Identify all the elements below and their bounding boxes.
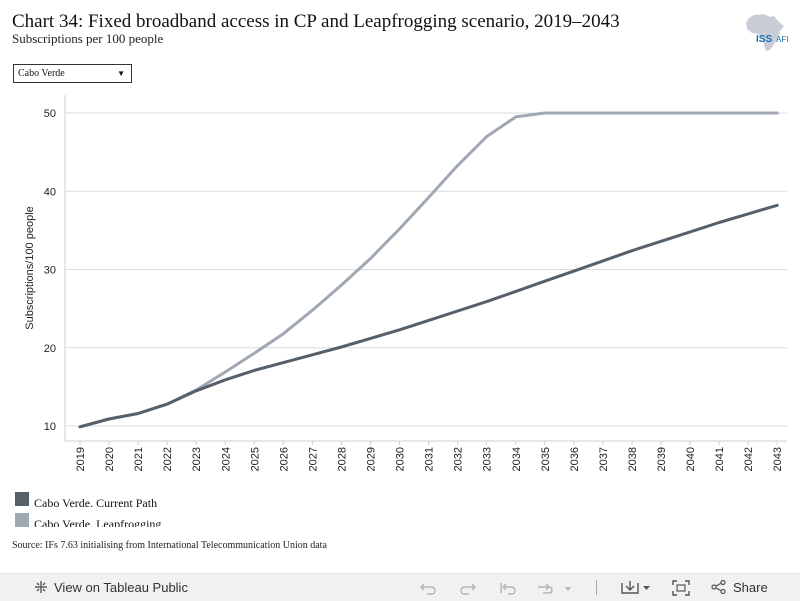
x-tick-label: 2041 xyxy=(714,447,726,471)
fullscreen-icon[interactable] xyxy=(671,579,691,597)
x-tick-label: 2021 xyxy=(133,447,145,471)
axis-layer xyxy=(64,95,787,445)
legend-label-leapfrogging: Cabo Verde. Leapfrogging xyxy=(34,517,162,527)
x-tick-label: 2027 xyxy=(307,447,319,471)
x-tick-label: 2025 xyxy=(249,447,261,471)
y-tick-label: 20 xyxy=(44,343,56,355)
x-tick-label: 2033 xyxy=(482,447,494,471)
country-filter-dropdown[interactable]: Cabo Verde ▼ xyxy=(13,64,132,83)
y-tick-label: 30 xyxy=(44,265,56,277)
undo-icon[interactable] xyxy=(418,579,438,597)
y-tick-label: 50 xyxy=(44,108,56,120)
x-tick-label: 2026 xyxy=(278,447,290,471)
series-line-current-path[interactable] xyxy=(78,203,779,429)
grid-layer xyxy=(65,112,787,427)
share-icon xyxy=(711,580,726,594)
refresh-icon[interactable] xyxy=(535,579,573,597)
view-on-tableau-public-label: View on Tableau Public xyxy=(54,580,188,595)
x-tick-label: 2029 xyxy=(366,447,378,471)
x-tick-label: 2035 xyxy=(540,447,552,471)
x-tick-label: 2036 xyxy=(569,447,581,471)
x-tick-label: 2042 xyxy=(743,447,755,471)
logo-text-afi: AFI xyxy=(776,35,788,44)
legend-swatch-current-path xyxy=(15,492,29,506)
x-tick-label: 2023 xyxy=(191,447,203,471)
x-tick-label: 2022 xyxy=(162,447,174,471)
y-tick-labels: 10 20 30 40 50 xyxy=(44,108,56,433)
revert-icon[interactable] xyxy=(498,579,518,597)
share-label: Share xyxy=(733,580,768,595)
toolbar-divider xyxy=(596,580,597,595)
chevron-down-icon: ▼ xyxy=(117,69,125,78)
x-tick-label: 2039 xyxy=(656,447,668,471)
y-tick-label: 10 xyxy=(44,421,56,433)
chart-subtitle: Subscriptions per 100 people xyxy=(12,31,164,46)
iss-africa-logo: ISS AFI xyxy=(746,14,788,51)
legend-label-current-path: Cabo Verde. Current Path xyxy=(34,496,158,510)
chart-title: Chart 34: Fixed broadband access in CP a… xyxy=(12,11,620,32)
share-button[interactable]: Share xyxy=(711,580,768,595)
x-tick-label: 2040 xyxy=(685,447,697,471)
x-tick-label: 2024 xyxy=(220,447,232,471)
download-icon[interactable] xyxy=(620,579,652,597)
x-tick-label: 2032 xyxy=(453,447,465,471)
x-tick-label: 2037 xyxy=(598,447,610,471)
x-tick-labels: 2019 2020 2021 2022 2023 2024 2025 2026 2027 2028… xyxy=(75,447,784,471)
y-tick-label: 40 xyxy=(44,186,56,198)
x-tick-label: 2043 xyxy=(772,447,784,471)
tableau-toolbar: View on Tableau Public Share xyxy=(0,573,800,601)
country-filter-value: Cabo Verde xyxy=(18,68,65,79)
legend-item-leapfrogging[interactable]: Cabo Verde. Leapfrogging xyxy=(15,513,195,527)
logo-text-iss: ISS xyxy=(756,34,772,45)
y-axis-label: Subscriptions/100 people xyxy=(24,206,36,330)
source-note: Source: IFs 7.63 initialising from Inter… xyxy=(12,540,327,551)
x-tick-label: 2034 xyxy=(511,447,523,471)
legend-swatch-leapfrogging xyxy=(15,513,29,527)
x-tick-label: 2038 xyxy=(627,447,639,471)
x-tick-label: 2020 xyxy=(104,447,116,471)
x-tick-label: 2019 xyxy=(75,447,87,471)
redo-icon[interactable] xyxy=(458,579,478,597)
view-on-tableau-public-link[interactable]: View on Tableau Public xyxy=(34,580,188,595)
x-tick-label: 2030 xyxy=(395,447,407,471)
tableau-icon xyxy=(35,581,47,593)
series-layer xyxy=(78,111,779,429)
x-tick-label: 2031 xyxy=(424,447,436,471)
x-tick-label: 2028 xyxy=(336,447,348,471)
